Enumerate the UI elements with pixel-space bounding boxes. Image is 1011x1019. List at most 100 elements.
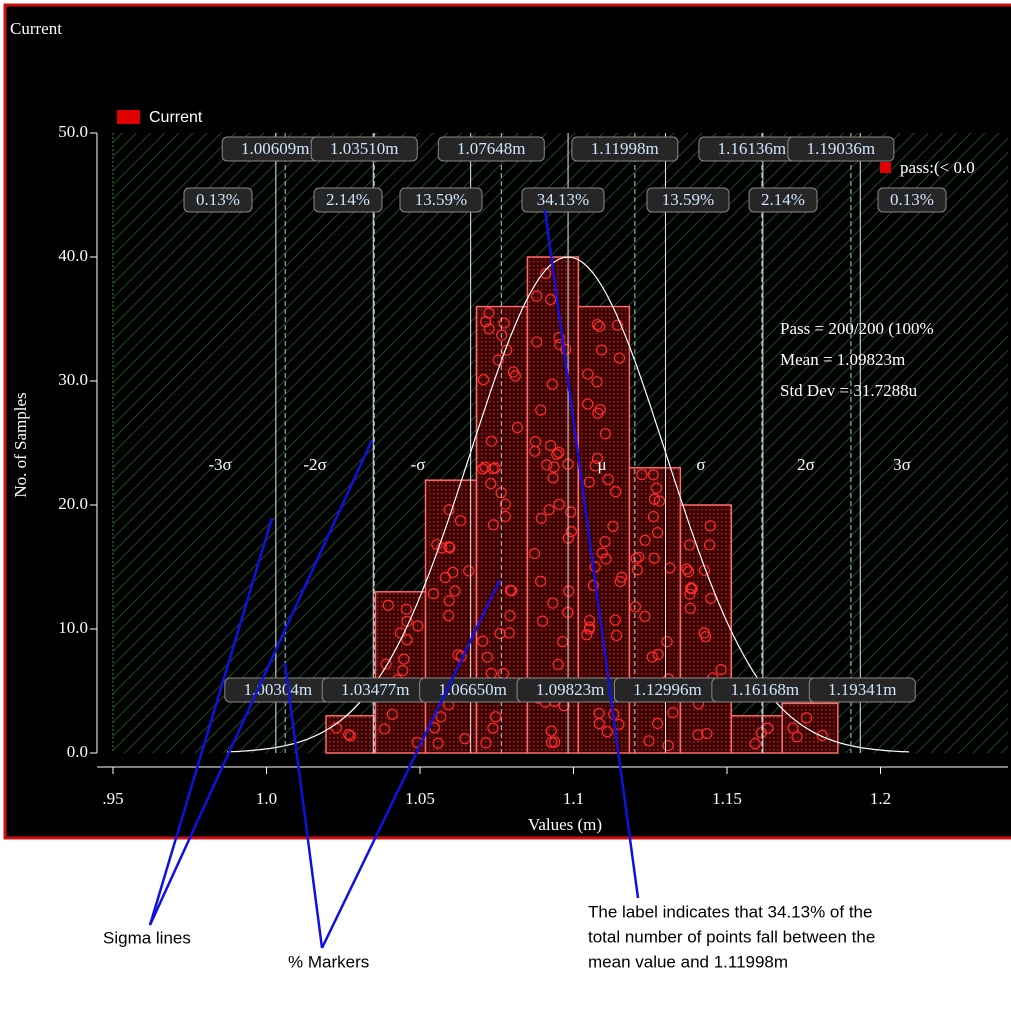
sample-dot — [535, 404, 547, 416]
callout-line — [283, 662, 324, 949]
sample-dot — [507, 366, 519, 378]
sample-dot — [443, 541, 455, 553]
sample-dot — [607, 520, 619, 532]
sample-dot — [599, 536, 611, 548]
sample-dot — [548, 461, 560, 473]
sample-dot — [545, 293, 557, 306]
sample-dot — [447, 566, 459, 578]
sample-dot — [639, 610, 651, 622]
sample-dot — [553, 331, 565, 344]
percent-label: 0.13% — [890, 190, 934, 209]
legend-swatch — [117, 110, 140, 124]
sample-dot — [477, 374, 490, 386]
legend-label: Current — [149, 109, 203, 126]
percent-label-box — [748, 187, 818, 213]
sigma-label: -2σ — [303, 455, 326, 474]
sample-dot — [684, 588, 696, 600]
x-tick-label: 1.05 — [405, 789, 435, 808]
x-tick-label: 1.15 — [712, 789, 742, 808]
sample-dot — [565, 525, 577, 538]
callout-line — [148, 439, 374, 926]
sample-dot — [594, 320, 606, 333]
sample-dot — [499, 510, 511, 522]
percent-marker-label-box — [571, 136, 679, 162]
sample-dot — [398, 653, 410, 665]
sample-dot — [535, 575, 547, 587]
sample-dot — [541, 459, 553, 471]
callout-line — [320, 579, 502, 949]
x-tick-label: 1.2 — [870, 789, 891, 808]
sample-dot — [449, 585, 461, 597]
sample-dot — [544, 439, 557, 452]
percent-label-box — [183, 187, 253, 213]
sample-dot — [629, 601, 641, 613]
percent-label: 13.59% — [415, 190, 467, 209]
sample-dot — [490, 711, 502, 723]
sample-dot — [485, 477, 497, 490]
sample-dot — [528, 547, 541, 560]
sigma-value-label-box — [808, 677, 916, 703]
sample-dot — [647, 510, 660, 523]
sample-dot — [609, 614, 621, 626]
y-axis-label: No. of Samples — [11, 392, 30, 497]
annotation: Sigma lines — [103, 928, 191, 947]
sigma-value-label: 1.03477m — [341, 680, 409, 699]
sample-dot — [581, 629, 593, 641]
percent-marker-label-box — [310, 136, 418, 162]
sample-dot — [661, 636, 673, 648]
sample-dot — [443, 595, 455, 607]
sample-dot — [443, 609, 455, 622]
sample-dot — [503, 627, 515, 639]
sample-dot — [545, 725, 557, 737]
sample-dot — [546, 736, 558, 748]
sample-dot — [443, 504, 455, 516]
sample-dot — [611, 319, 624, 331]
sample-dot — [400, 603, 413, 615]
sample-dot — [504, 610, 516, 622]
bar — [374, 591, 427, 754]
sample-dot — [536, 615, 549, 627]
sample-dot — [394, 627, 407, 639]
bar — [424, 479, 478, 754]
x-tick-label: .95 — [102, 789, 123, 808]
sample-dot — [643, 735, 655, 747]
sample-dot — [487, 722, 499, 734]
percent-marker-label: 1.11998m — [591, 139, 659, 158]
sample-dot — [344, 730, 357, 742]
plot: 0.0 10.0 20.0 30.0 40.0 50.0 .95 1.0 1.05 1.1 1.15… — [11, 109, 1008, 834]
sample-dot — [439, 571, 451, 584]
sample-dot — [667, 707, 679, 719]
sample-dot — [630, 552, 642, 565]
sample-dot — [648, 493, 661, 505]
sample-dot — [685, 582, 697, 595]
sample-dot — [436, 542, 448, 554]
x-axis-label: Values (m) — [528, 815, 602, 834]
sample-dot — [531, 290, 543, 302]
filter-swatch — [880, 162, 891, 173]
sample-dot — [487, 463, 499, 475]
sample-dot — [553, 498, 565, 511]
sigma-label: -3σ — [208, 455, 231, 474]
sample-dot — [546, 378, 558, 390]
sample-dot — [412, 620, 424, 632]
sample-dot — [427, 588, 439, 600]
sigma-value-label: 1.19341m — [828, 680, 896, 699]
sample-dot — [498, 317, 510, 329]
sigma-value-label: 1.06650m — [438, 680, 506, 699]
percent-label: 2.14% — [326, 190, 370, 209]
sample-dot — [653, 495, 666, 507]
sample-dot — [648, 552, 660, 564]
sample-dot — [552, 658, 564, 671]
percent-marker-label-box — [787, 136, 895, 162]
sample-dot — [378, 723, 391, 735]
sample-dot — [535, 512, 547, 525]
sigma-label: σ — [696, 455, 705, 474]
sample-dot — [683, 539, 696, 551]
percent-marker-label: 1.19036m — [807, 139, 875, 158]
sample-dot — [596, 344, 608, 356]
percent-label-box — [313, 187, 383, 213]
sample-dot — [444, 542, 456, 554]
sample-dot — [551, 448, 563, 460]
